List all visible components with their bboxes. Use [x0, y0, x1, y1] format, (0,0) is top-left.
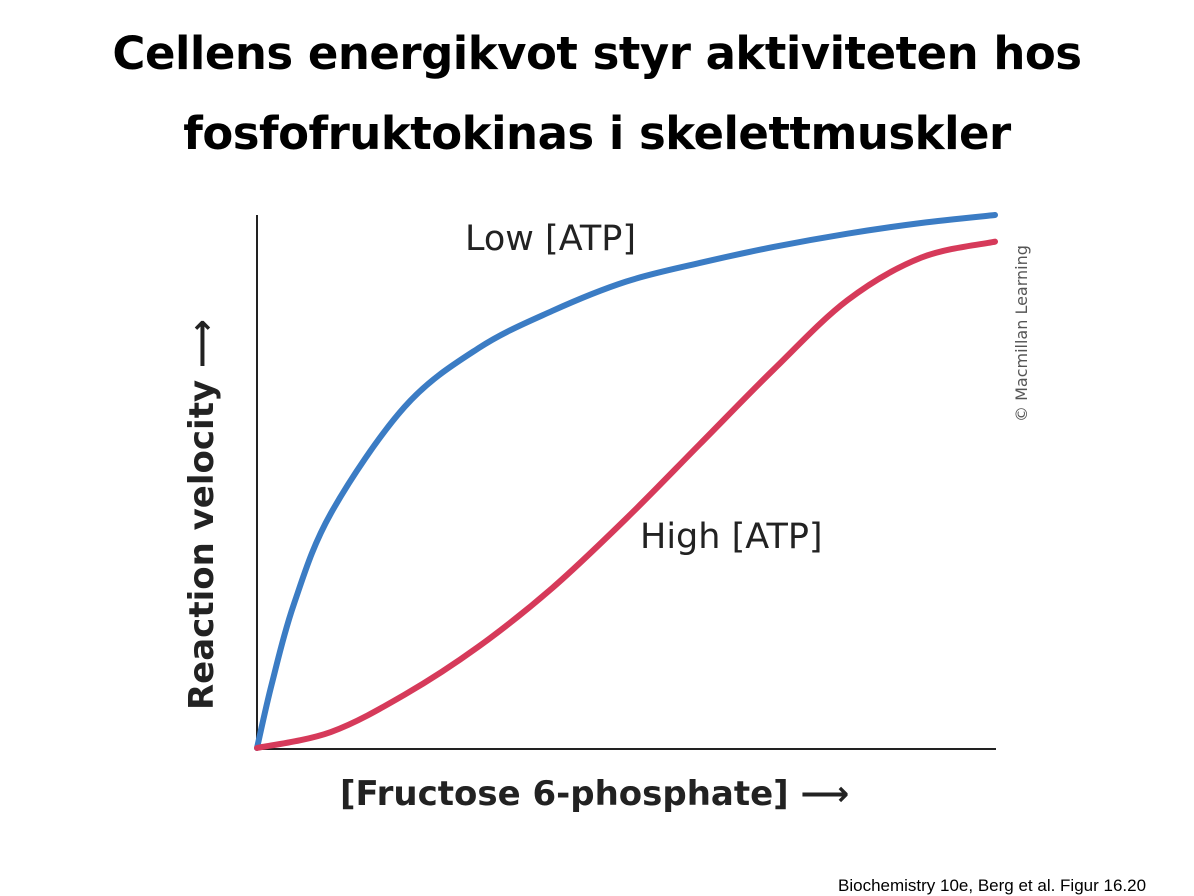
- title-line-2: fosfofruktokinas i skelettmuskler: [183, 107, 1011, 160]
- slide-title: Cellens energikvot styr aktiviteten hos …: [0, 14, 1194, 174]
- title-line-1: Cellens energikvot styr aktiviteten hos: [112, 27, 1082, 80]
- series-label-low-atp: Low [ATP]: [465, 219, 636, 259]
- curve-low-atp: [254, 212, 998, 751]
- y-axis-label: Reaction velocity ⟶: [182, 319, 222, 710]
- copyright-text: © Macmillan Learning: [1012, 245, 1031, 422]
- curve-high-atp: [254, 238, 998, 751]
- x-axis-label: [Fructose 6-phosphate] ⟶: [340, 774, 849, 814]
- series-label-high-atp: High [ATP]: [640, 517, 823, 557]
- source-note: Biochemistry 10e, Berg et al. Figur 16.2…: [838, 876, 1147, 895]
